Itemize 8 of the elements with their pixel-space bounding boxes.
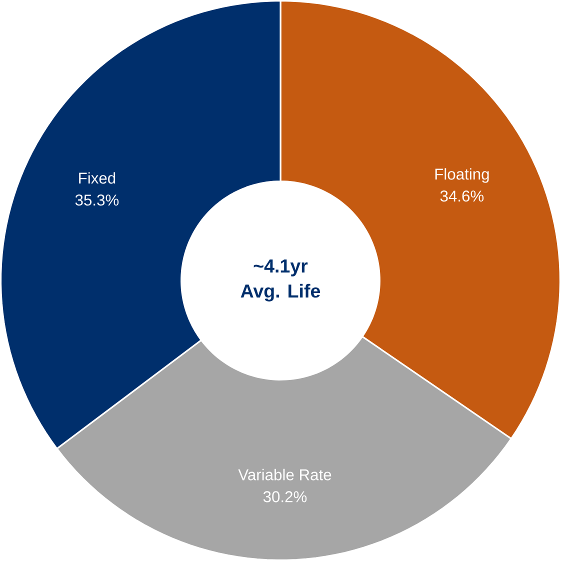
text: Avg. Life [240, 284, 320, 302]
data-label: 34.6% [440, 190, 484, 202]
slice-label: Floating [435, 168, 489, 183]
slice-label: Fixed [79, 172, 116, 184]
data-label: 30.2% [263, 491, 307, 502]
text: ~4.1yr [254, 260, 308, 276]
slice-label: Variable Rate [238, 468, 332, 480]
data-label: 35.3% [75, 194, 119, 206]
